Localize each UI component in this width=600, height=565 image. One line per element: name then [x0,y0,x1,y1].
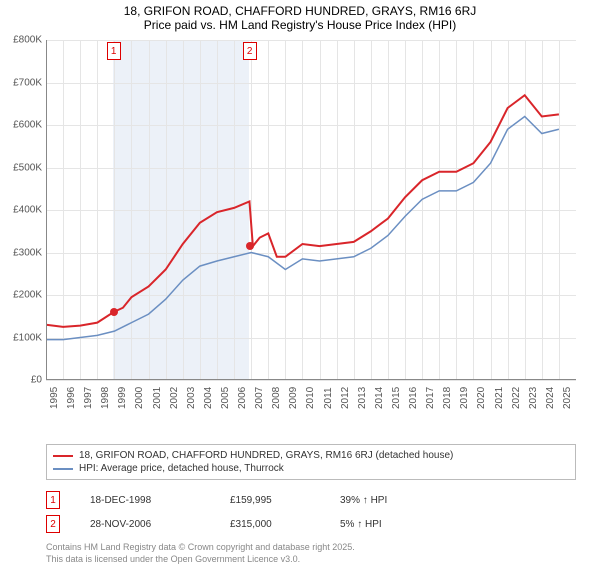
x-tick-label: 2001 [152,387,163,409]
footer-line-2: This data is licensed under the Open Gov… [46,554,576,565]
chart-area: £0£100K£200K£300K£400K£500K£600K£700K£80… [46,40,576,410]
x-tick-label: 1996 [66,387,77,409]
x-tick-label: 2021 [494,387,505,409]
x-tick-label: 2010 [305,387,316,409]
legend-row: HPI: Average price, detached house, Thur… [53,462,569,475]
sales-row: 2 28-NOV-2006 £315,000 5% ↑ HPI [46,512,576,536]
title-line-2: Price paid vs. HM Land Registry's House … [0,18,600,32]
x-tick-label: 1998 [100,387,111,409]
x-tick-label: 2016 [408,387,419,409]
legend-swatch [53,468,73,470]
plot-region: £0£100K£200K£300K£400K£500K£600K£700K£80… [46,40,576,380]
legend-label: HPI: Average price, detached house, Thur… [79,463,284,474]
sales-table: 1 18-DEC-1998 £159,995 39% ↑ HPI 2 28-NOV-200… [46,488,576,536]
legend-row: 18, GRIFON ROAD, CHAFFORD HUNDRED, GRAYS… [53,449,569,462]
x-tick-label: 2004 [203,387,214,409]
x-tick-label: 2003 [186,387,197,409]
x-tick-label: 2022 [511,387,522,409]
legend-swatch [53,455,73,457]
x-tick-label: 2013 [357,387,368,409]
x-tick-label: 2002 [169,387,180,409]
sales-marker: 1 [46,491,60,509]
legend-label: 18, GRIFON ROAD, CHAFFORD HUNDRED, GRAYS… [79,450,453,461]
x-tick-label: 2024 [545,387,556,409]
x-tick-label: 2009 [288,387,299,409]
y-tick-label: £800K [0,35,42,46]
x-tick-label: 2017 [425,387,436,409]
sales-marker: 2 [46,515,60,533]
x-tick-label: 2019 [459,387,470,409]
x-tick-label: 2007 [254,387,265,409]
title-line-1: 18, GRIFON ROAD, CHAFFORD HUNDRED, GRAYS… [0,4,600,18]
x-tick-label: 2011 [323,387,334,409]
sale-price: £315,000 [230,519,310,530]
title-block: 18, GRIFON ROAD, CHAFFORD HUNDRED, GRAYS… [0,0,600,32]
footer: Contains HM Land Registry data © Crown c… [46,542,576,565]
y-tick-label: £300K [0,247,42,258]
x-tick-label: 2014 [374,387,385,409]
x-tick-label: 2005 [220,387,231,409]
gridline-h [46,380,576,381]
x-tick-label: 2008 [271,387,282,409]
plot-border [46,40,576,380]
sale-delta: 39% ↑ HPI [340,495,387,506]
y-tick-label: £600K [0,120,42,131]
y-tick-label: £0 [0,375,42,386]
y-tick-label: £100K [0,332,42,343]
sale-delta: 5% ↑ HPI [340,519,382,530]
y-tick-label: £400K [0,205,42,216]
x-tick-label: 2020 [476,387,487,409]
legend-and-footer: 18, GRIFON ROAD, CHAFFORD HUNDRED, GRAYS… [46,444,576,565]
sale-price: £159,995 [230,495,310,506]
chart-container: 18, GRIFON ROAD, CHAFFORD HUNDRED, GRAYS… [0,0,600,560]
sales-row: 1 18-DEC-1998 £159,995 39% ↑ HPI [46,488,576,512]
x-tick-label: 2023 [528,387,539,409]
x-tick-label: 1997 [83,387,94,409]
x-tick-label: 2006 [237,387,248,409]
footer-line-1: Contains HM Land Registry data © Crown c… [46,542,576,554]
y-tick-label: £700K [0,77,42,88]
x-tick-label: 2000 [134,387,145,409]
x-tick-label: 2012 [340,387,351,409]
legend-box: 18, GRIFON ROAD, CHAFFORD HUNDRED, GRAYS… [46,444,576,480]
x-tick-label: 2025 [562,387,573,409]
x-tick-label: 1995 [49,387,60,409]
x-tick-label: 2018 [442,387,453,409]
x-tick-label: 1999 [117,387,128,409]
sale-date: 28-NOV-2006 [90,519,200,530]
y-tick-label: £200K [0,290,42,301]
sale-date: 18-DEC-1998 [90,495,200,506]
x-tick-label: 2015 [391,387,402,409]
y-tick-label: £500K [0,162,42,173]
